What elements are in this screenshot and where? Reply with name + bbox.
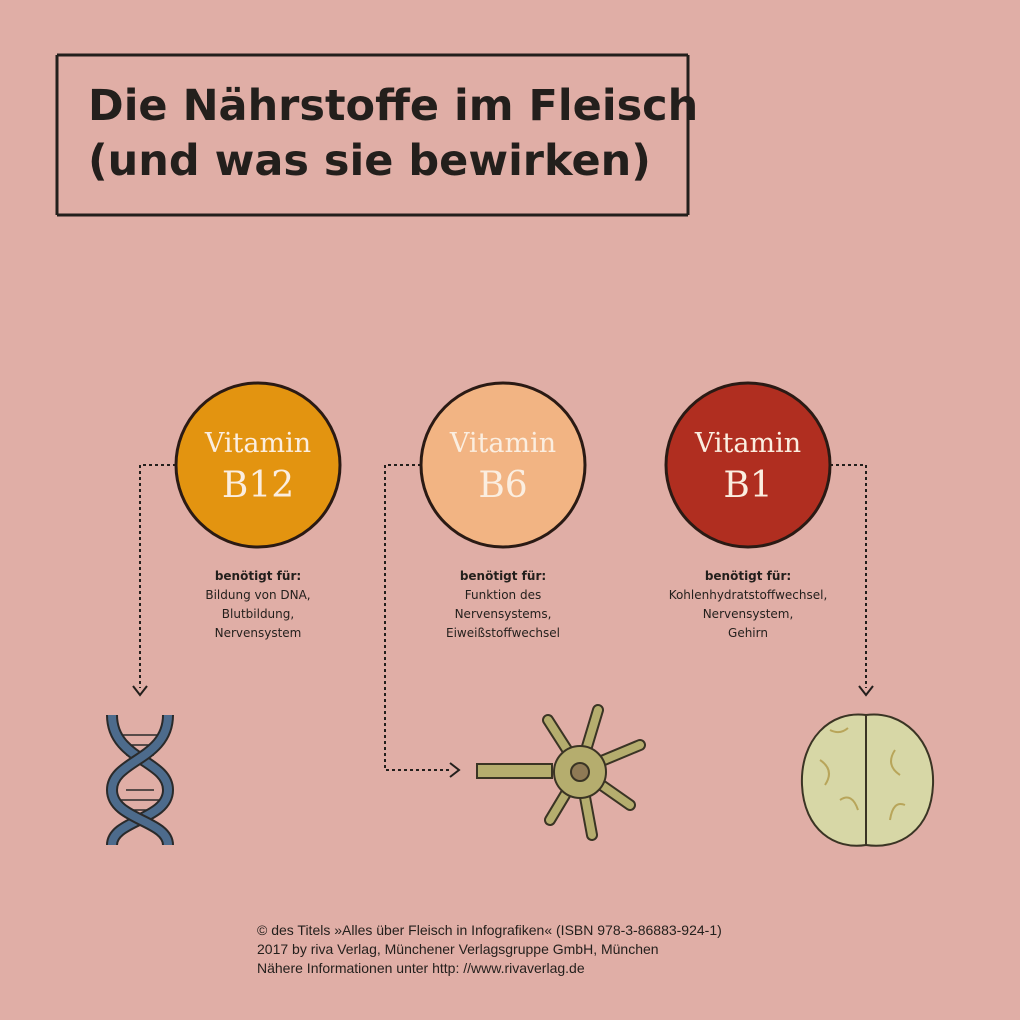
need-label: benötigt für:: [215, 569, 301, 583]
vitamin-circles: [174, 381, 832, 549]
vitamin-code: B12: [222, 465, 294, 506]
use-line: Eiweißstoffwechsel: [446, 626, 560, 640]
use-line: Nervensystems,: [455, 607, 552, 621]
use-line: Funktion des: [465, 588, 541, 602]
footer-line: Nähere Informationen unter http: //www.r…: [257, 960, 585, 976]
dna-icon: [105, 714, 175, 847]
use-line: Gehirn: [728, 626, 768, 640]
use-line: Bildung von DNA,: [205, 588, 310, 602]
connectors: [132, 464, 874, 778]
title-line: (und was sie bewirken): [88, 136, 651, 186]
circle-b1: [664, 381, 832, 549]
neuron-icon: [476, 704, 646, 841]
brain-icon: [800, 713, 935, 847]
use-line: Nervensystem: [215, 626, 302, 640]
use-line: Kohlenhydratstoffwechsel,: [669, 588, 828, 602]
circle-b6: [419, 381, 587, 549]
vitamin-code: B6: [478, 465, 527, 506]
circle-b12: [174, 381, 342, 549]
vitamin-word: Vitamin: [204, 428, 311, 459]
title-line: Die Nährstoffe im Fleisch: [88, 81, 698, 131]
footer-line: 2017 by riva Verlag, Münchener Verlagsgr…: [257, 941, 659, 957]
vitamin-word: Vitamin: [694, 428, 801, 459]
need-label: benötigt für:: [705, 569, 791, 583]
use-line: Nervensystem,: [703, 607, 794, 621]
title-box: [55, 53, 690, 217]
footer-line: © des Titels »Alles über Fleisch in Info…: [257, 922, 722, 938]
use-line: Blutbildung,: [222, 607, 294, 621]
vitamin-word: Vitamin: [449, 428, 556, 459]
vitamin-code: B1: [723, 465, 772, 506]
need-label: benötigt für:: [460, 569, 546, 583]
